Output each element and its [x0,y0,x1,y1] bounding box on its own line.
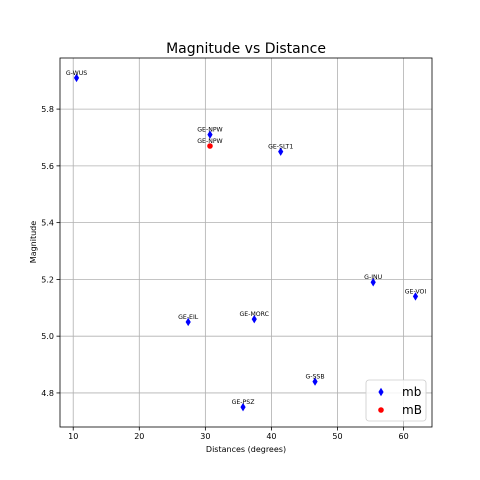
mb-point [251,314,257,324]
y-tick-label: 5.0 [41,332,54,341]
mb-point [207,130,213,139]
y-tick-label: 5.6 [41,162,54,171]
x-axis-ticks: 10 20 30 40 50 60 [68,427,409,441]
station-label: GE-NPW [197,138,222,145]
y-tick-label: 4.8 [41,389,54,398]
y-axis-ticks: 4.8 5.0 5.2 5.4 5.6 5.8 [41,105,60,398]
legend-entry-label: mB [402,403,422,417]
x-tick-label: 20 [134,432,144,441]
x-tick-label: 50 [332,432,342,441]
y-tick-label: 5.2 [41,275,54,284]
x-tick-label: 40 [266,432,276,441]
legend-mb-marker [378,387,384,397]
station-label: GE-EIL [178,314,199,321]
station-label: G-SSB [305,374,324,381]
legend-entry-label: mb [402,385,421,399]
mb-point [312,377,318,386]
station-label: GE-SLT1 [268,144,293,151]
y-tick-label: 5.4 [41,219,54,228]
station-label: G-INU [364,274,382,281]
plot-frame [59,57,433,428]
mb-point [240,402,246,412]
mb-point [278,147,284,156]
point-labels: G-WUS GE-NPW GE-SLT1 G-INU GE-VOI GE-EIL GE-MO… [66,70,427,406]
x-tick-label: 60 [398,432,408,441]
station-label: G-WUS [66,70,87,77]
mb-point [185,317,191,327]
station-label: GE-MORC [240,311,269,318]
mB-point [207,143,213,149]
x-tick-label: 10 [68,432,78,441]
legend: mb mB [365,379,427,422]
grid-lines [60,58,432,427]
x-axis-label: Distances (degrees) [206,445,286,454]
station-label: GE-NPW [197,127,222,134]
station-label: GE-VOI [405,288,427,295]
mb-point [73,73,80,83]
mb-point [370,278,376,287]
mb-point [412,292,419,301]
chart-title: Magnitude vs Distance [166,41,326,57]
x-tick-label: 30 [200,432,210,441]
legend-mB-marker [378,407,384,413]
data-points [73,73,419,412]
y-tick-label: 5.8 [41,105,54,114]
y-axis-label: Magnitude [29,221,38,263]
station-label: GE-PSZ [232,399,255,406]
